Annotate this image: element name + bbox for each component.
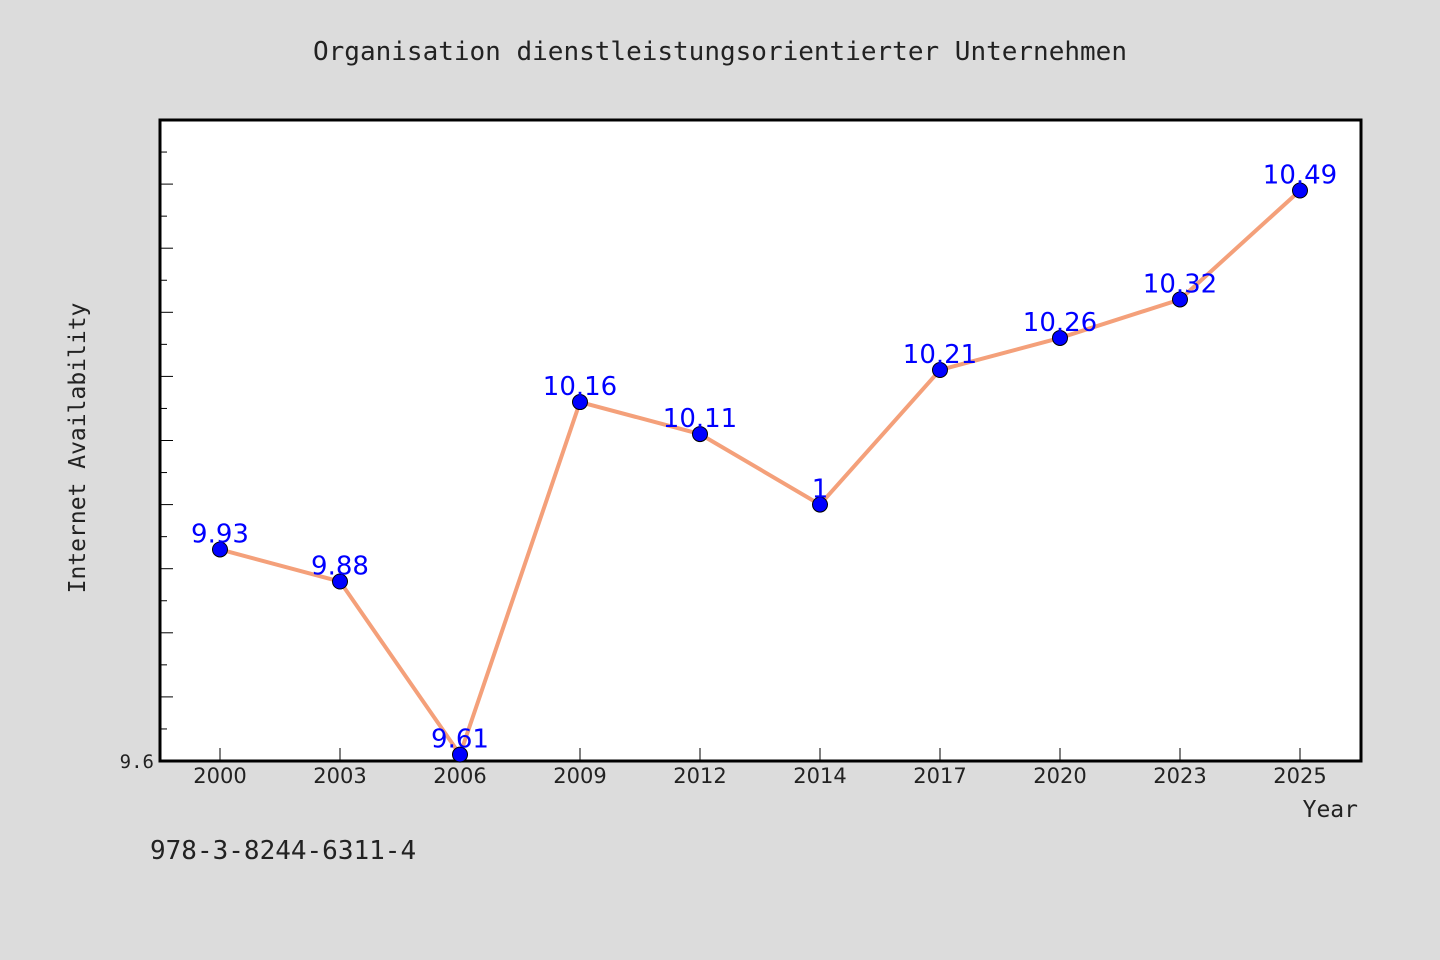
data-point: [1052, 329, 1068, 346]
data-labels: 9.93 9.88 9.61 10.16 10.11 1 10.21 10.26 10.32 10…: [191, 161, 1337, 755]
x-axis-ticks: 2000 2003 2006 2009 2012 2014 2017 2020 2023 2025: [193, 748, 1327, 788]
data-label: 10.32: [1143, 269, 1217, 299]
y-axis-ticks: 9.6: [120, 119, 173, 773]
data-label: 10.26: [1023, 308, 1097, 338]
y-tick-label: 9.6: [120, 751, 154, 773]
data-label: 10.49: [1263, 161, 1337, 191]
x-tick-label: 2003: [313, 764, 366, 788]
x-tick-label: 2014: [793, 764, 846, 788]
data-point: [212, 541, 228, 558]
series-layer: [212, 182, 1308, 763]
x-tick-label: 2000: [193, 764, 246, 788]
data-label: 10.11: [663, 404, 737, 434]
data-label: 10.16: [543, 372, 617, 402]
x-tick-label: 2006: [433, 764, 486, 788]
data-point: [1172, 291, 1188, 308]
plot-area: [158, 118, 1363, 763]
data-point: [332, 573, 348, 590]
x-tick-label: 2012: [673, 764, 726, 788]
data-point: [452, 746, 468, 763]
data-label: 9.88: [311, 552, 369, 582]
chart-title: Organisation dienstleistungsorientierter…: [313, 37, 1127, 67]
x-tick-label: 2025: [1273, 764, 1326, 788]
data-point: [1292, 182, 1308, 199]
x-axis-label: Year: [1303, 797, 1358, 823]
data-label: 1: [812, 475, 829, 505]
data-label: 9.61: [431, 725, 489, 755]
isbn-text: 978-3-8244-6311-4: [150, 836, 417, 866]
data-label: 9.93: [191, 519, 249, 549]
series-line: [218, 188, 1302, 757]
x-tick-label: 2009: [553, 764, 606, 788]
y-axis-label: Internet Availability: [65, 303, 91, 594]
data-point: [932, 361, 948, 378]
data-point: [692, 426, 708, 443]
data-label: 10.21: [903, 340, 977, 370]
data-point: [572, 394, 588, 411]
x-tick-label: 2017: [913, 764, 966, 788]
data-point: [812, 496, 828, 513]
x-tick-label: 2020: [1033, 764, 1086, 788]
x-tick-label: 2023: [1153, 764, 1206, 788]
